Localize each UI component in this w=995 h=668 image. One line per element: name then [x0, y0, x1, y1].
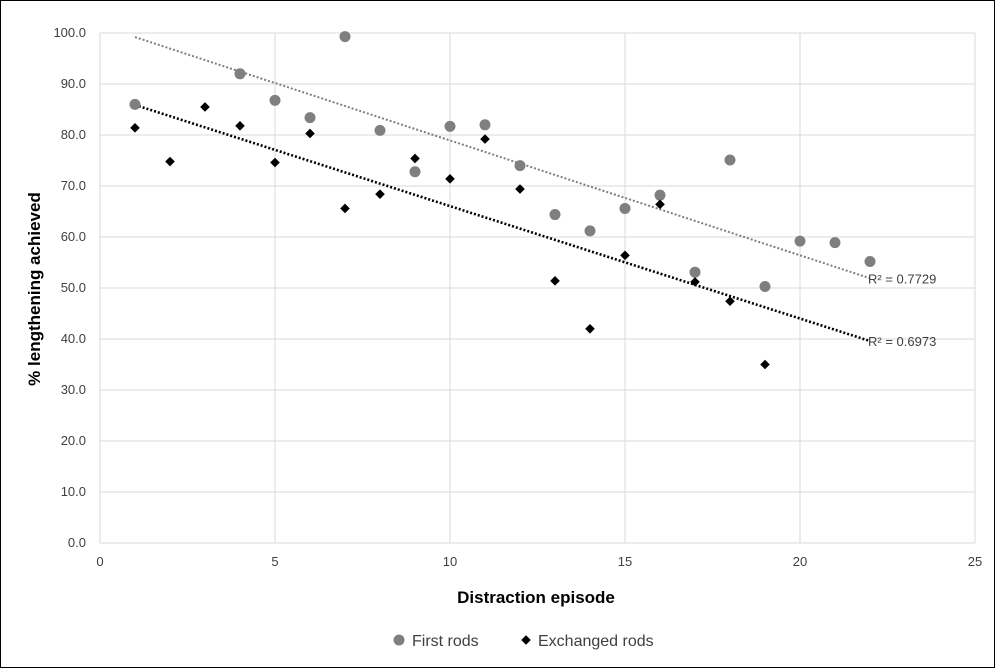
exchanged-rods-point: [655, 199, 665, 210]
first-rods-point: [619, 202, 631, 214]
y-tick-label: 40.0: [61, 331, 86, 346]
trendline-first-rods: [134, 36, 871, 280]
first-rods-point: [584, 225, 596, 237]
exchanged-rods-point: [445, 174, 455, 184]
tick-labels: 0.0 10.0 20.0 30.0 40.0 50.0 60.0 70.0 80.0 90.0 1…: [53, 25, 982, 569]
x-tick-label: 25: [968, 554, 982, 569]
exchanged-rods-point: [235, 121, 245, 131]
trendline-exchanged-rods: [134, 103, 871, 343]
exchanged-rods-point: [200, 102, 210, 112]
x-tick-label: 15: [618, 554, 632, 569]
exchanged-rods-point: [130, 123, 140, 133]
exchanged-rods-point: [690, 277, 700, 287]
first-rods-point: [724, 154, 736, 166]
exchanged-rods-point: [340, 203, 350, 214]
x-axis-title: Distraction episode: [457, 588, 615, 607]
exchanged-rods-point: [410, 153, 420, 164]
x-tick-label: 20: [793, 554, 807, 569]
x-tick-label: 10: [443, 554, 457, 569]
legend-marker-first-rods: [393, 634, 405, 646]
exchanged-rods-point: [550, 276, 560, 286]
y-axis-title: % lengthening achieved: [25, 192, 44, 386]
y-tick-label: 30.0: [61, 382, 86, 397]
first-rods-point: [304, 112, 316, 124]
first-rods-point: [549, 209, 561, 221]
y-tick-label: 20.0: [61, 433, 86, 448]
exchanged-rods-point: [305, 128, 315, 139]
exchanged-rods-point: [480, 134, 490, 144]
exchanged-rods-point: [165, 156, 175, 167]
first-rods-point: [409, 166, 421, 178]
first-rods-point: [479, 119, 491, 131]
trendlines: [134, 36, 871, 343]
exchanged-rods-point: [270, 157, 280, 168]
data-points: [129, 31, 876, 370]
first-rods-point: [129, 98, 141, 110]
first-rods-point: [374, 124, 386, 136]
first-rods-point: [339, 31, 351, 43]
first-rods-point: [689, 266, 701, 278]
x-tick-label: 5: [271, 554, 278, 569]
y-tick-label: 60.0: [61, 229, 86, 244]
first-rods-point: [829, 237, 841, 249]
legend-label: Exchanged rods: [538, 633, 654, 650]
legend-marker-exchanged-rods: [521, 635, 531, 645]
first-rods-point: [514, 160, 526, 172]
exchanged-rods-point: [620, 250, 630, 261]
y-tick-label: 50.0: [61, 280, 86, 295]
exchanged-rods-point: [515, 184, 525, 194]
legend-label: First rods: [412, 633, 479, 650]
exchanged-rods-point: [760, 359, 770, 370]
y-tick-label: 10.0: [61, 484, 86, 499]
first-rods-point: [654, 189, 666, 201]
y-tick-label: 0.0: [68, 535, 86, 550]
r2-label: R² = 0.7729: [868, 271, 936, 286]
y-tick-label: 90.0: [61, 76, 86, 91]
exchanged-rods-point: [725, 296, 735, 307]
first-rods-point: [444, 120, 456, 132]
y-tick-label: 100.0: [53, 25, 86, 40]
first-rods-point: [864, 255, 876, 267]
y-tick-label: 70.0: [61, 178, 86, 193]
gridlines: [99, 32, 976, 544]
first-rods-point: [759, 280, 771, 292]
first-rods-point: [269, 94, 281, 106]
r2-labels: R² = 0.7729 R² = 0.6973: [868, 271, 936, 349]
x-tick-label: 0: [96, 554, 103, 569]
exchanged-rods-point: [375, 189, 385, 199]
legend: First rods Exchanged rods: [393, 633, 654, 650]
first-rods-point: [234, 68, 246, 80]
first-rods-point: [794, 235, 806, 247]
y-tick-label: 80.0: [61, 127, 86, 142]
r2-label: R² = 0.6973: [868, 334, 936, 349]
exchanged-rods-point: [585, 324, 595, 334]
